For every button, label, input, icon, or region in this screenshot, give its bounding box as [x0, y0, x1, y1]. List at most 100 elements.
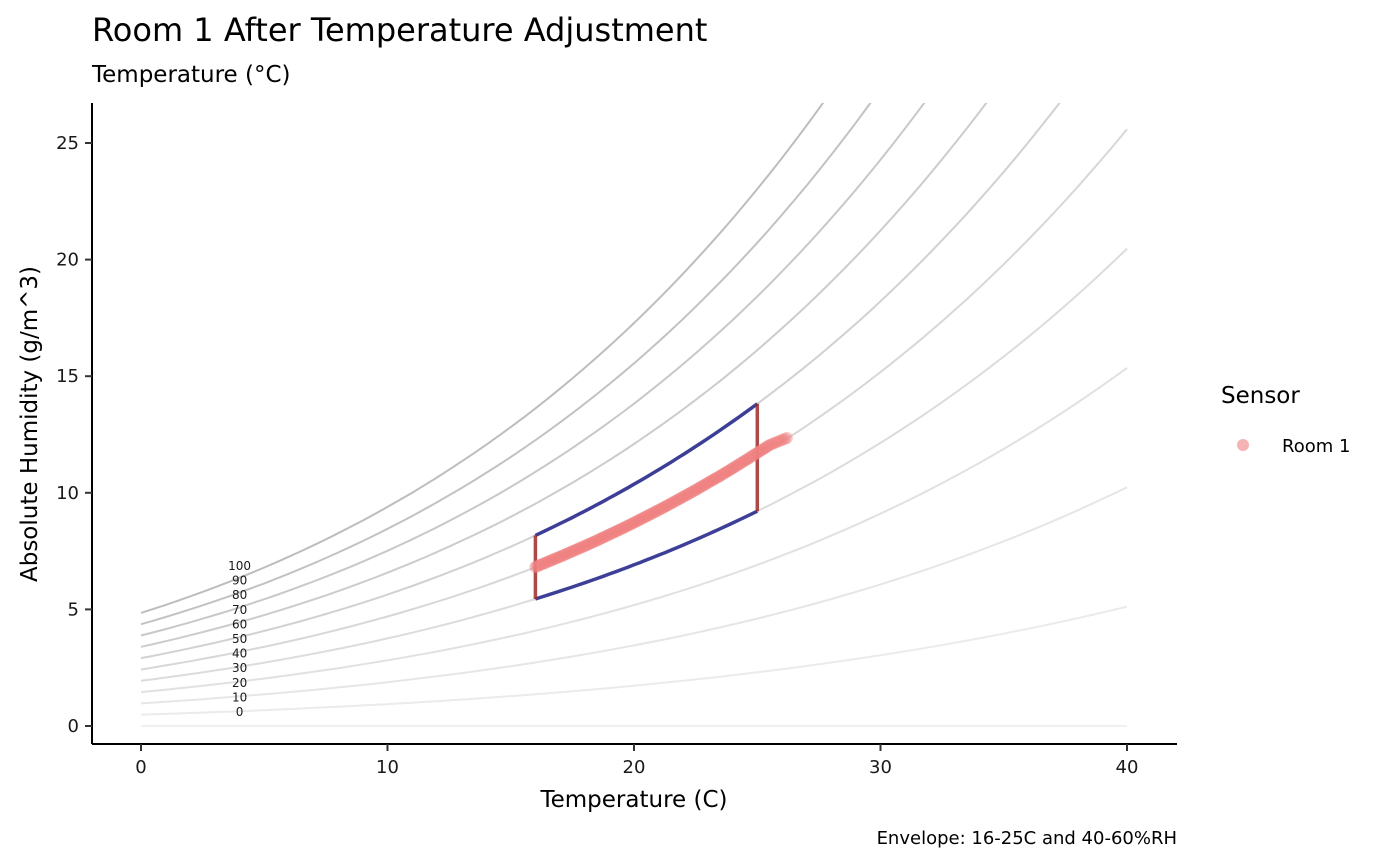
data-point	[709, 472, 722, 485]
data-point	[734, 457, 747, 470]
rh-curve-100	[140, 103, 825, 614]
data-point	[754, 444, 767, 457]
data-point	[722, 465, 734, 478]
data-point	[614, 523, 627, 536]
data-point	[600, 530, 613, 542]
data-point	[586, 536, 599, 549]
rh-label-0: 0	[236, 705, 244, 719]
data-point	[543, 555, 556, 568]
data-point	[749, 447, 762, 460]
y-tick-label: 10	[56, 483, 79, 504]
data-point	[712, 470, 725, 483]
data-point	[706, 474, 719, 487]
data-point	[765, 438, 778, 451]
data-point	[726, 462, 739, 475]
data-point	[763, 439, 776, 451]
data-point	[680, 489, 693, 502]
data-point	[629, 515, 642, 528]
data-point	[737, 455, 750, 468]
data-point	[635, 512, 648, 525]
data-point	[660, 500, 673, 512]
rh-label-10: 10	[232, 690, 247, 704]
y-tick-label: 20	[56, 250, 79, 271]
data-point	[675, 491, 688, 504]
data-point	[640, 510, 653, 523]
y-tick-label: 0	[68, 716, 79, 737]
data-point	[628, 516, 640, 529]
x-tick-label: 20	[623, 757, 646, 778]
data-point	[678, 489, 691, 502]
rh-label-60: 60	[232, 617, 247, 631]
data-point	[718, 467, 731, 479]
data-point	[558, 548, 571, 561]
data-point	[535, 558, 548, 571]
data-point	[760, 441, 773, 453]
envelope	[533, 402, 760, 601]
data-point	[581, 538, 594, 551]
data-point	[589, 535, 602, 548]
data-point	[541, 555, 554, 568]
data-point	[683, 487, 696, 500]
x-axis-ticks: 0 10 20 30 40	[135, 744, 1138, 778]
envelope-rh-40	[534, 509, 759, 601]
y-tick-label: 15	[56, 366, 79, 387]
data-point	[671, 494, 684, 507]
data-point	[686, 485, 699, 498]
y-tick-label: 5	[68, 599, 79, 620]
rh-curve-10	[140, 605, 1128, 716]
y-axis-title: Absolute Humidity (g/m^3)	[17, 266, 43, 582]
data-point	[767, 437, 780, 450]
data-point	[688, 484, 701, 497]
data-point	[603, 528, 616, 541]
data-point	[583, 537, 596, 550]
data-point	[657, 501, 670, 514]
data-point	[685, 486, 697, 499]
data-point	[751, 446, 764, 459]
data-point	[715, 468, 728, 481]
data-point	[560, 548, 573, 560]
data-point	[644, 508, 657, 520]
rh-curve-50	[140, 128, 1128, 671]
data-point	[569, 544, 582, 556]
rh-curve-90	[140, 103, 872, 626]
data-point	[648, 506, 660, 519]
data-point	[564, 546, 577, 558]
data-point	[728, 461, 741, 474]
data-point	[697, 479, 710, 492]
data-point	[723, 464, 736, 477]
data-point	[606, 527, 619, 540]
data-point	[649, 505, 662, 518]
data-point	[641, 509, 654, 522]
data-point	[651, 504, 664, 517]
data-point	[626, 517, 639, 530]
data-point	[638, 511, 651, 524]
data-point	[571, 543, 583, 556]
rh-label-20: 20	[232, 676, 247, 690]
data-point	[609, 525, 622, 538]
data-point	[735, 456, 748, 469]
data-point	[743, 451, 756, 464]
data-point	[594, 532, 607, 545]
data-point	[780, 432, 793, 444]
data-point	[746, 449, 759, 462]
data-point	[572, 542, 585, 555]
chart-title: Room 1 After Temperature Adjustment	[92, 11, 707, 49]
data-point	[549, 552, 562, 565]
rh-curve-30	[140, 367, 1128, 694]
data-point	[538, 557, 551, 570]
chart-subtitle: Temperature (°C)	[91, 62, 291, 88]
data-point	[575, 541, 588, 554]
data-point	[701, 476, 714, 489]
data-point	[637, 511, 650, 524]
data-point	[618, 521, 631, 534]
legend: Sensor Room 1	[1221, 383, 1350, 457]
data-point	[674, 492, 687, 505]
data-point	[703, 475, 716, 488]
rh-label-40: 40	[232, 647, 247, 661]
data-point	[692, 482, 705, 495]
data-point	[720, 466, 733, 478]
data-point	[757, 443, 770, 455]
data-point	[584, 537, 597, 550]
x-tick-label: 0	[135, 757, 146, 778]
